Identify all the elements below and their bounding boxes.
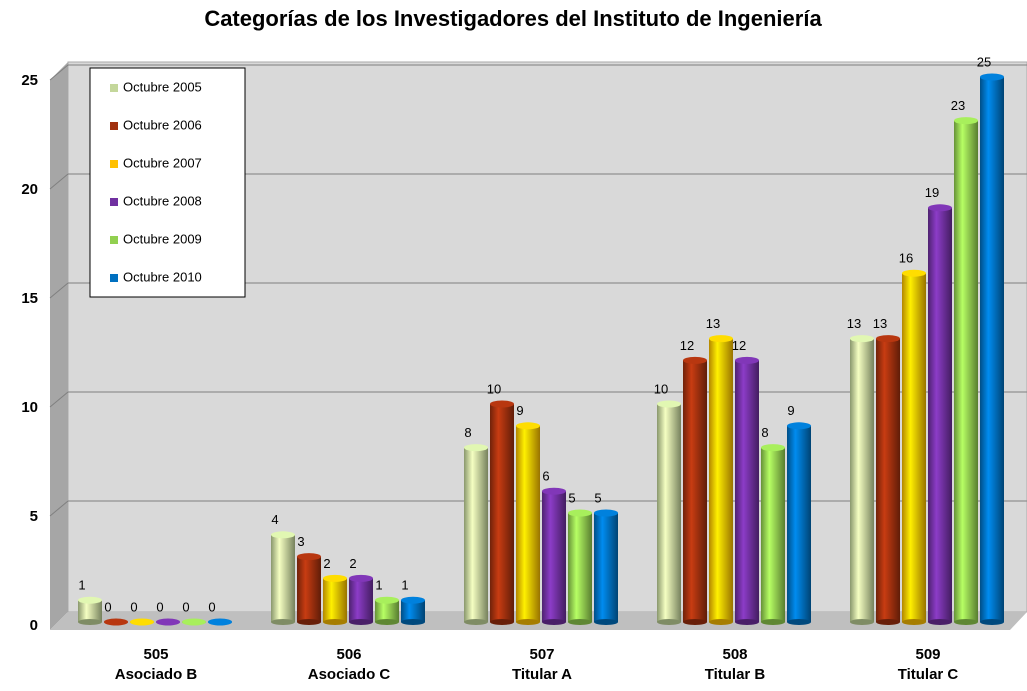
legend-swatch — [110, 160, 118, 168]
bar — [568, 509, 592, 625]
data-label: 2 — [323, 556, 330, 571]
bar — [542, 487, 566, 625]
bar — [349, 574, 373, 625]
legend — [89, 67, 246, 298]
bar — [182, 618, 206, 626]
y-tick-label: 0 — [30, 617, 38, 634]
bar — [928, 204, 952, 625]
data-label: 0 — [208, 599, 215, 614]
data-label: 8 — [464, 425, 471, 440]
bar — [323, 574, 347, 625]
bar — [375, 596, 399, 625]
data-label: 1 — [401, 578, 408, 593]
x-tick-label: Asociado C — [308, 666, 391, 683]
legend-label: Octubre 2010 — [123, 269, 202, 284]
bar — [980, 73, 1004, 625]
bar — [490, 400, 514, 625]
data-label: 13 — [706, 316, 720, 331]
x-tick-label: Titular A — [512, 666, 572, 683]
data-label: 12 — [680, 338, 694, 353]
bar — [78, 596, 102, 625]
bar — [516, 422, 540, 625]
grid-line — [49, 282, 69, 299]
grid-line — [49, 500, 69, 517]
y-tick-label: 20 — [21, 181, 38, 198]
y-tick-label: 15 — [21, 290, 38, 307]
data-label: 25 — [977, 54, 991, 69]
bar — [271, 531, 295, 625]
data-label: 9 — [787, 403, 794, 418]
data-label: 2 — [349, 556, 356, 571]
data-label: 0 — [156, 599, 163, 614]
bar — [902, 269, 926, 625]
x-tick-label: 508 — [722, 646, 747, 663]
bar — [683, 356, 707, 625]
legend-swatch — [110, 122, 118, 130]
bar — [876, 335, 900, 625]
data-label: 5 — [594, 490, 601, 505]
bar — [594, 509, 618, 625]
legend-label: Octubre 2008 — [123, 193, 202, 208]
grid-line — [49, 64, 69, 81]
legend-label: Octubre 2009 — [123, 231, 202, 246]
data-label: 8 — [761, 425, 768, 440]
bar — [104, 618, 128, 626]
data-label: 1 — [78, 578, 85, 593]
legend-label: Octubre 2007 — [123, 155, 202, 170]
data-label: 1 — [375, 578, 382, 593]
bar — [208, 618, 232, 626]
bar — [464, 444, 488, 625]
data-label: 3 — [297, 534, 304, 549]
data-label: 4 — [271, 512, 278, 527]
x-tick-label: 506 — [336, 646, 361, 663]
side-wall — [50, 62, 68, 630]
legend-swatch — [110, 198, 118, 206]
bar — [297, 553, 321, 625]
y-tick-label: 10 — [21, 399, 38, 416]
bar — [850, 335, 874, 625]
bar — [709, 335, 733, 625]
x-tick-label: 509 — [915, 646, 940, 663]
data-label: 23 — [951, 98, 965, 113]
x-tick-label: 505 — [143, 646, 168, 663]
y-tick-label: 5 — [30, 508, 38, 525]
data-label: 0 — [130, 599, 137, 614]
legend-label: Octubre 2005 — [123, 79, 202, 94]
x-tick-label: Asociado B — [115, 666, 198, 683]
bar — [735, 356, 759, 625]
bar — [401, 596, 425, 625]
legend-swatch — [110, 274, 118, 282]
y-tick-label: 25 — [21, 72, 38, 89]
data-label: 0 — [104, 599, 111, 614]
grid-line — [49, 173, 69, 190]
bar — [156, 618, 180, 626]
data-label: 19 — [925, 185, 939, 200]
chart-title: Categorías de los Investigadores del Ins… — [204, 6, 822, 31]
data-label: 13 — [873, 316, 887, 331]
data-label: 13 — [847, 316, 861, 331]
data-label: 16 — [899, 251, 913, 266]
x-tick-label: Titular C — [898, 666, 959, 683]
legend-swatch — [110, 84, 118, 92]
data-label: 0 — [182, 599, 189, 614]
bar — [657, 400, 681, 625]
legend-swatch — [110, 236, 118, 244]
grid-line — [49, 391, 69, 408]
x-tick-label: Titular B — [705, 666, 766, 683]
data-label: 6 — [542, 469, 549, 484]
bar — [761, 444, 785, 625]
bar — [130, 618, 154, 626]
data-label: 5 — [568, 490, 575, 505]
data-label: 9 — [516, 403, 523, 418]
bar — [787, 422, 811, 625]
bar — [954, 117, 978, 625]
data-label: 12 — [732, 338, 746, 353]
data-label: 10 — [487, 381, 501, 396]
x-tick-label: 507 — [529, 646, 554, 663]
legend-label: Octubre 2006 — [123, 117, 202, 132]
data-label: 10 — [654, 381, 668, 396]
